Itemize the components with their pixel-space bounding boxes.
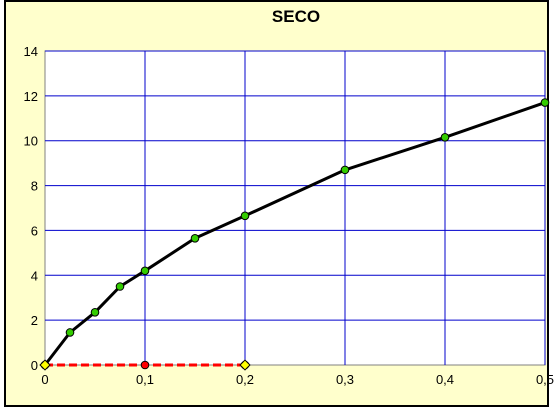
data-point: [115, 282, 125, 291]
data-point: [240, 211, 250, 221]
y-tick-label: 6: [31, 223, 38, 238]
data-markers: [39, 98, 550, 371]
data-point: [140, 266, 150, 276]
data-point: [140, 360, 150, 370]
data-point: [190, 233, 200, 243]
plot-area: [44, 50, 546, 366]
data-point: [65, 328, 75, 337]
x-tick-label: 0,3: [336, 372, 354, 387]
data-point: [90, 307, 100, 317]
data-point: [540, 98, 550, 107]
series-line: [43, 101, 546, 366]
grid-lines: [45, 50, 546, 365]
tick-labels: 0 0,1 0,2 0,3 0,4 0,5 0 2 4 6 8 10 12 14: [24, 44, 555, 387]
y-tick-label: 0: [31, 358, 38, 373]
x-tick-label: 0,5: [536, 372, 554, 387]
data-point: [440, 133, 450, 142]
y-tick-label: 14: [24, 44, 38, 59]
y-tick-label: 2: [31, 313, 38, 328]
y-tick-label: 4: [31, 268, 38, 283]
y-tick-label: 8: [31, 179, 38, 194]
x-tick-label: 0,2: [236, 372, 254, 387]
x-tick-label: 0: [41, 372, 48, 387]
y-tick-label: 12: [24, 89, 38, 104]
data-point: [39, 359, 51, 371]
data-point: [340, 165, 350, 175]
x-tick-label: 0,1: [136, 372, 154, 387]
x-tick-label: 0,4: [436, 372, 454, 387]
data-point: [239, 359, 251, 371]
y-tick-label: 10: [24, 134, 38, 149]
chart-title: SECO: [272, 7, 320, 26]
